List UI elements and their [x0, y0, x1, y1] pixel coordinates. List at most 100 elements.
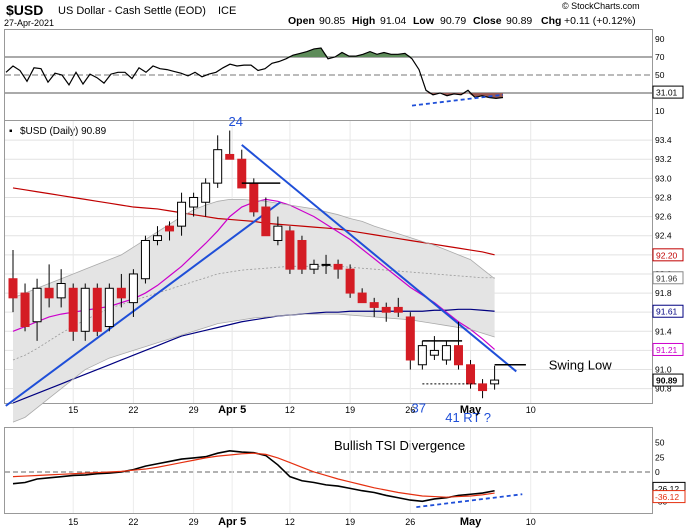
lower-tick-label: 50	[655, 438, 665, 448]
candle-body	[249, 182, 259, 213]
price-x-label: 10	[526, 405, 536, 415]
candle-body	[177, 201, 187, 227]
axis-layer: 93.493.293.092.892.692.492.292.091.891.6…	[68, 34, 686, 528]
candle-body	[405, 316, 415, 361]
lower-indicator-layer	[5, 428, 652, 513]
overlay-navy-average	[12, 308, 495, 404]
candle-body	[333, 263, 343, 270]
candle-body	[273, 225, 283, 241]
price-badge-box	[652, 342, 684, 356]
candle-body	[104, 287, 114, 328]
upper-divergence-line	[411, 93, 504, 107]
price-tick-label: 93.4	[655, 135, 672, 145]
price-badge-box	[652, 304, 684, 318]
overlay-band-middle	[12, 265, 495, 361]
exchange: ICE	[218, 5, 236, 17]
lower-x-label: Apr 5	[218, 516, 246, 528]
chg-value: +0.11 (+0.12%)	[564, 15, 636, 27]
candle-body	[261, 206, 271, 237]
panel-frames	[4, 29, 653, 514]
upper-tick-label: 50	[655, 70, 665, 80]
candle-body	[68, 287, 78, 332]
candle-body	[345, 268, 355, 294]
chart-date: 27-Apr-2021	[4, 18, 54, 28]
candle-body	[381, 306, 391, 313]
lower-badge-box	[652, 490, 686, 504]
candle-body	[490, 379, 500, 385]
price-badge-box	[652, 248, 684, 262]
oversold-fill	[6, 93, 503, 99]
price-annotation: 37	[412, 401, 426, 416]
price-badge-box	[652, 271, 684, 285]
lower-x-label: 19	[345, 517, 355, 527]
candle-body	[80, 287, 90, 332]
low-label: Low	[413, 15, 435, 27]
candle-body	[393, 306, 403, 313]
upper-indicator-layer	[5, 47, 652, 107]
price-annotation: 24	[229, 114, 243, 129]
lower-x-label: 15	[68, 517, 78, 527]
tsi-divergence-label: Bullish TSI Divergence	[334, 438, 465, 453]
candle-body	[321, 263, 331, 266]
upper-badge-box	[652, 85, 684, 99]
price-x-label: 12	[285, 405, 295, 415]
candle-body	[441, 345, 451, 361]
price-x-label: May	[460, 404, 482, 416]
price-tick-label: 91.8	[655, 288, 672, 298]
candle-body	[429, 349, 439, 356]
close-label: Close	[473, 15, 502, 27]
price-tick-label: 91.0	[655, 365, 672, 375]
price-badge-label: 91.96	[656, 273, 678, 283]
candle-body	[225, 153, 235, 160]
lower-x-label: 26	[405, 517, 415, 527]
price-x-label: 26	[405, 405, 415, 415]
candle-body	[213, 149, 223, 184]
candle-body	[478, 383, 488, 392]
candle-body	[152, 235, 162, 241]
candle-body	[44, 287, 54, 299]
instrument-name: US Dollar - Cash Settle (EOD)	[58, 5, 206, 17]
lower-divergence-line	[416, 493, 523, 509]
lower-panel-frame	[4, 427, 653, 514]
lower-x-label: May	[460, 516, 482, 528]
high-value: 91.04	[380, 15, 406, 27]
lower-x-label: 10	[526, 517, 536, 527]
price-x-label: 29	[189, 405, 199, 415]
chg-label: Chg	[541, 15, 561, 27]
lower-badge-label: -36.12	[655, 492, 679, 502]
lower-x-label: 12	[285, 517, 295, 527]
low-value: 90.79	[440, 15, 466, 27]
price-x-label: 22	[128, 405, 138, 415]
downtrend-line	[241, 144, 517, 373]
price-panel-frame	[4, 120, 653, 404]
price-x-label: 15	[68, 405, 78, 415]
price-tick-label: 92.4	[655, 231, 672, 241]
candle-body	[189, 196, 199, 208]
close-value: 90.89	[506, 15, 532, 27]
lower-x-label: 22	[128, 517, 138, 527]
candle-body	[285, 230, 295, 270]
candle-body	[237, 158, 247, 189]
chart-header: $USD US Dollar - Cash Settle (EOD) ICE 2…	[4, 1, 640, 28]
price-tick-label: 93.0	[655, 173, 672, 183]
candle-body	[56, 283, 66, 299]
upper-indicator-line	[5, 47, 504, 100]
candle-body	[8, 278, 18, 299]
price-badge-label: 91.21	[656, 345, 678, 355]
price-annotation: 41 RT ?	[445, 410, 491, 425]
candle-body	[20, 292, 30, 328]
candle-body	[417, 345, 427, 366]
price-badge-box	[652, 373, 684, 387]
price-badge-label: 92.20	[656, 250, 678, 260]
lower-tick-label: 0	[655, 467, 660, 477]
candle-body	[128, 273, 138, 304]
candle-body	[140, 239, 150, 280]
tsi-series-tsi	[12, 450, 495, 503]
price-tick-label: 92.6	[655, 212, 672, 222]
upper-tick-label: 10	[655, 106, 665, 116]
lower-tick-label: 25	[655, 452, 665, 462]
price-annotation: Swing Low	[549, 358, 612, 373]
lower-badge-label: -26.12	[655, 484, 679, 494]
upper-tick-label: 90	[655, 34, 665, 44]
